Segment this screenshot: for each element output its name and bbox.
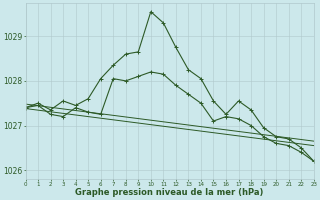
X-axis label: Graphe pression niveau de la mer (hPa): Graphe pression niveau de la mer (hPa): [76, 188, 264, 197]
